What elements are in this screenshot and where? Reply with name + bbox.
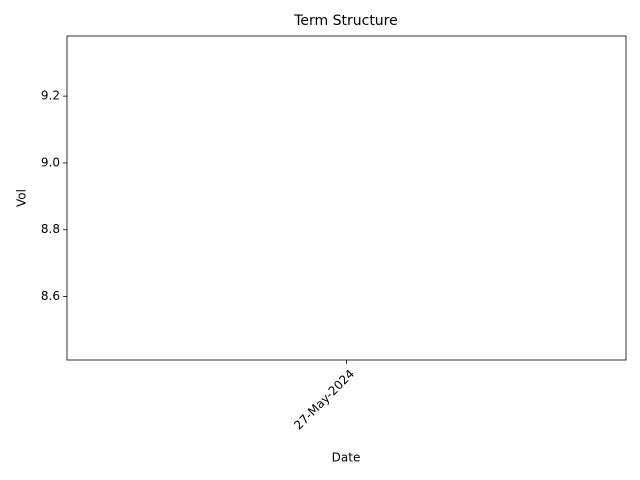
y-tick-label: 9.2: [41, 89, 60, 103]
chart-title: Term Structure: [293, 13, 398, 29]
x-tick-label: 27-May-2024: [291, 367, 357, 433]
y-tick-label: 8.6: [41, 289, 60, 303]
y-tick-label: 8.8: [41, 222, 60, 236]
y-tick-label: 9.0: [41, 155, 60, 169]
y-axis-label: Vol: [15, 189, 29, 207]
x-axis-label: Date: [332, 451, 361, 465]
plot-frame: [66, 35, 627, 361]
